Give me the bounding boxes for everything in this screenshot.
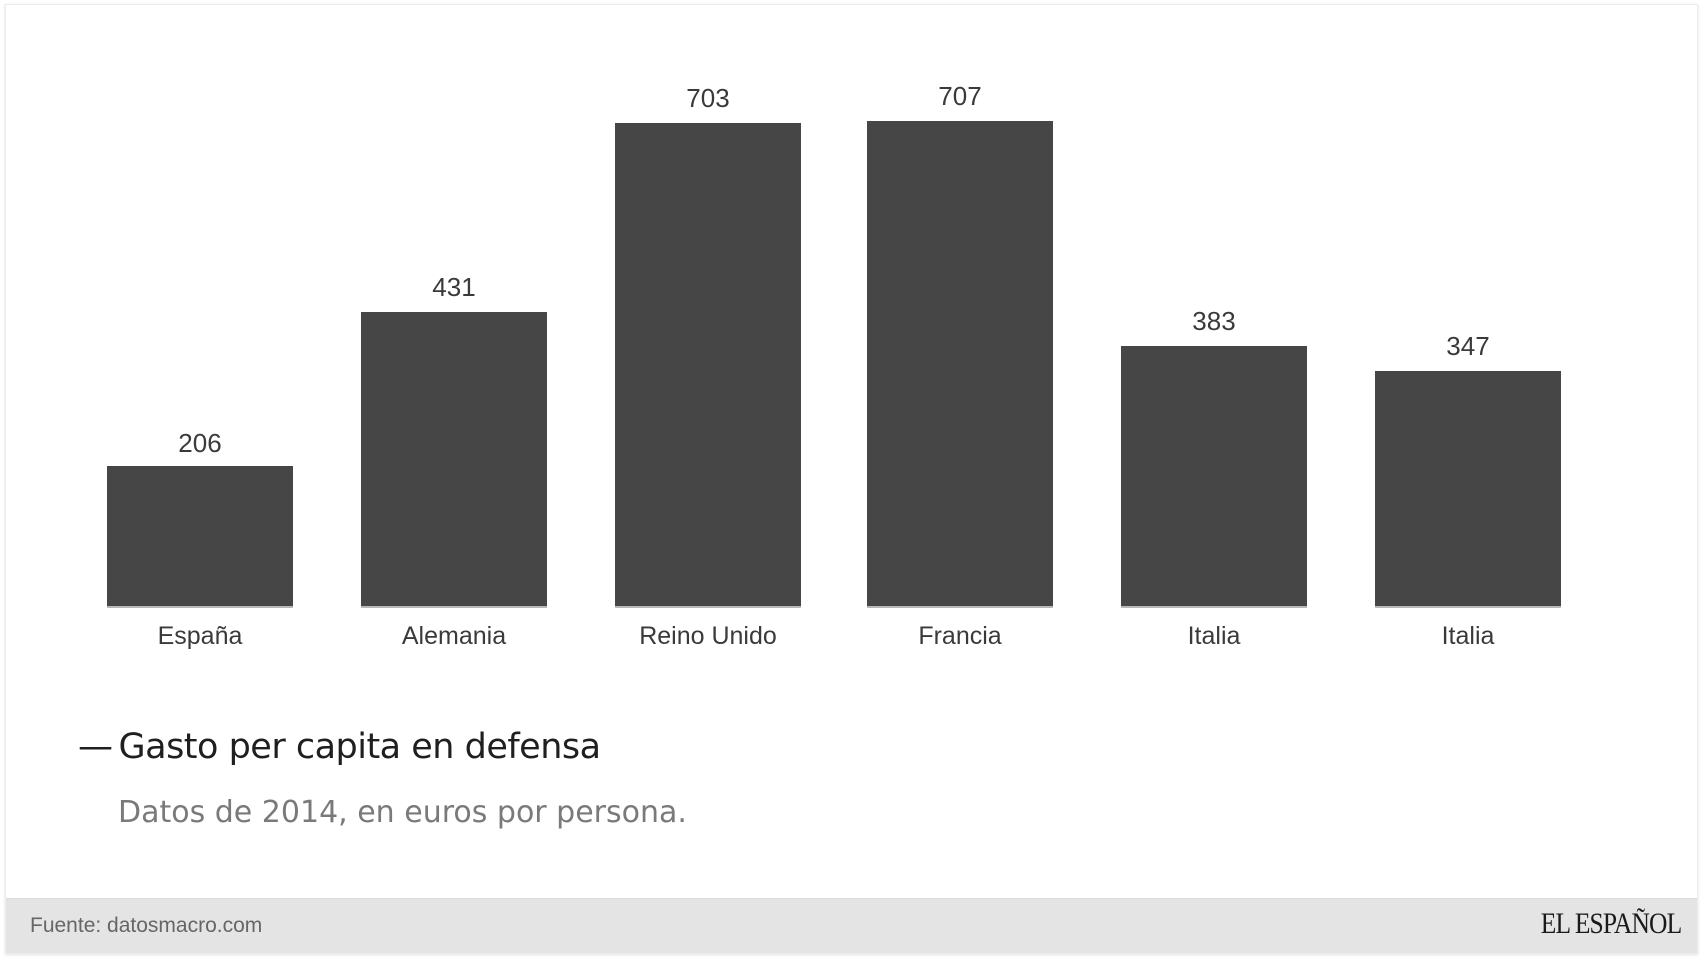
category-label: Italia <box>1187 622 1241 650</box>
bar-italia-2 <box>1375 371 1561 608</box>
category-label: Reino Unido <box>639 622 777 650</box>
category-label: Alemania <box>401 622 507 650</box>
el-espanol-logo: EL ESPAÑOL <box>1540 907 1681 940</box>
bar-chart: 206 España 431 Alemania 703 Reino Unido … <box>6 5 1699 685</box>
bar-francia <box>867 121 1053 608</box>
chart-title: — Gasto per capita en defensa <box>78 727 601 767</box>
footer-bar: Fuente: datosmacro.com EL ESPAÑOL <box>6 898 1697 953</box>
chart-subtitle: Datos de 2014, en euros por persona. <box>118 795 687 830</box>
bar-value-label: 431 <box>432 272 476 302</box>
bar-value-label: 707 <box>938 81 982 111</box>
bar-value-label: 703 <box>686 83 730 113</box>
chart-title-text: Gasto per capita en defensa <box>118 727 602 767</box>
bar-value-label: 206 <box>178 428 222 458</box>
source-credit: Fuente: datosmacro.com <box>30 914 263 937</box>
bar-value-label: 383 <box>1192 306 1236 336</box>
bar-value-label: 347 <box>1446 331 1490 361</box>
category-label: Italia <box>1441 622 1495 650</box>
chart-card: 206 España 431 Alemania 703 Reino Unido … <box>5 4 1698 954</box>
bar-reino-unido <box>615 123 801 608</box>
bar-espana <box>107 466 293 608</box>
bar-italia <box>1121 346 1307 608</box>
category-label: España <box>157 622 243 650</box>
bar-alemania <box>361 312 547 608</box>
category-label: Francia <box>918 622 1002 650</box>
title-dash: — <box>78 727 113 767</box>
